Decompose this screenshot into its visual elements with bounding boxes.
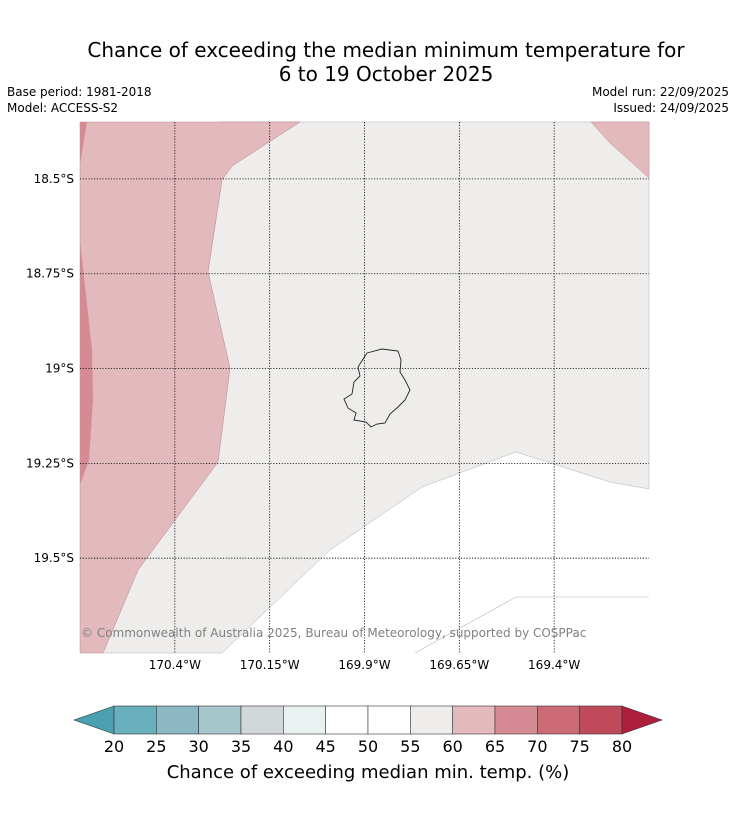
copyright-text: © Commonwealth of Australia 2025, Bureau… <box>81 626 586 640</box>
x-tick-label: 169.4°W <box>528 658 580 672</box>
colorbar-tick-label: 45 <box>315 737 335 756</box>
colorbar-tick-label: 25 <box>146 737 166 756</box>
y-tick-label: 18.5°S <box>34 172 74 186</box>
colorbar: 20 25 30 35 40 45 50 55 60 65 70 75 80 <box>73 705 663 756</box>
region-west-band <box>79 121 301 654</box>
colorbar-bin <box>410 705 453 735</box>
island-niue <box>343 348 411 428</box>
y-tick-label: 18.75°S <box>26 267 74 281</box>
colorbar-bin <box>579 705 623 735</box>
base-period: Base period: 1981-2018 <box>7 85 152 99</box>
colorbar-bin <box>367 705 411 735</box>
chart-title: Chance of exceeding the median minimum t… <box>0 38 736 86</box>
colorbar-bin <box>240 705 284 735</box>
colorbar-bin <box>113 705 157 735</box>
meta-left: Base period: 1981-2018 Model: ACCESS-S2 <box>7 84 152 116</box>
colorbar-tick-label: 35 <box>231 737 251 756</box>
title-line-1: Chance of exceeding the median minimum t… <box>87 38 685 62</box>
contour-line <box>414 596 649 654</box>
x-tick-label: 169.9°W <box>338 658 390 672</box>
x-tick-label: 170.15°W <box>240 658 300 672</box>
colorbar-bin <box>283 705 326 735</box>
colorbar-bin <box>156 705 199 735</box>
colorbar-tick-label: 70 <box>527 737 547 756</box>
colorbar-tick-label: 60 <box>442 737 462 756</box>
y-tick-label: 19°S <box>45 362 74 376</box>
colorbar-extend-high <box>621 705 663 735</box>
colorbar-bin <box>452 705 496 735</box>
colorbar-bin <box>325 705 369 735</box>
colorbar-bin <box>198 705 242 735</box>
colorbar-tick-label: 50 <box>358 737 378 756</box>
colorbar-tick-label: 65 <box>485 737 505 756</box>
colorbar-bin <box>537 705 580 735</box>
region-west-edge <box>80 122 93 485</box>
colorbar-tick-label: 75 <box>569 737 589 756</box>
model-run: Model run: 22/09/2025 <box>591 85 729 99</box>
region-northeast-corner <box>590 121 650 179</box>
colorbar-bin <box>494 705 538 735</box>
axis-ticks: 170.4°W 170.15°W 169.9°W 169.65°W 169.4°W 18.… <box>26 172 580 672</box>
y-tick-label: 19.25°S <box>26 456 74 470</box>
colorbar-tick-label: 30 <box>188 737 208 756</box>
issued-date: Issued: 24/09/2025 <box>613 101 729 115</box>
x-tick-label: 170.4°W <box>149 658 201 672</box>
x-tick-label: 169.65°W <box>429 658 489 672</box>
colorbar-tick-label: 20 <box>104 737 124 756</box>
colorbar-tick-label: 40 <box>273 737 293 756</box>
colorbar-tick-label: 80 <box>612 737 632 756</box>
colorbar-tick-label: 55 <box>400 737 420 756</box>
colorbar-label: Chance of exceeding median min. temp. (%… <box>167 762 570 783</box>
model-name: Model: ACCESS-S2 <box>7 101 119 115</box>
meta-right: Model run: 22/09/2025 Issued: 24/09/2025 <box>592 84 729 116</box>
title-line-2: 6 to 19 October 2025 <box>278 62 494 86</box>
gridlines <box>80 122 649 653</box>
colorbar-extend-low <box>73 705 115 735</box>
y-tick-label: 19.5°S <box>34 551 74 565</box>
